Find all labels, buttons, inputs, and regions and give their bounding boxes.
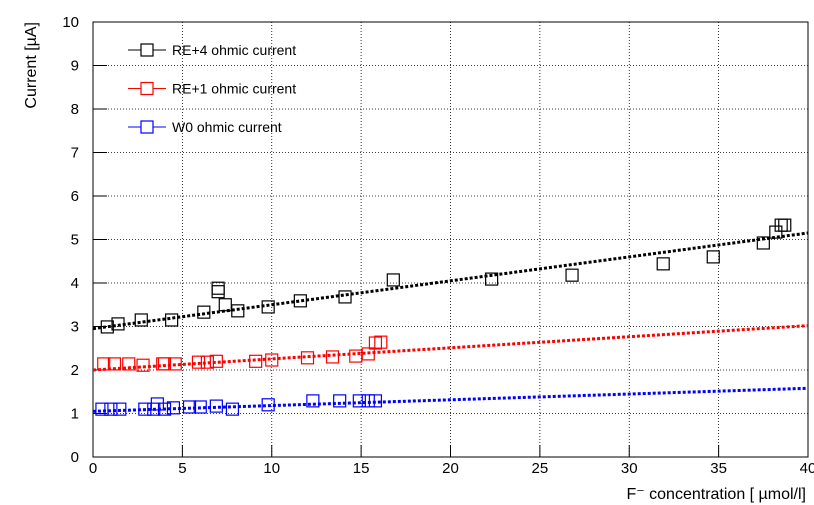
data-point — [368, 336, 383, 350]
data-point — [191, 355, 206, 369]
data-point — [166, 401, 181, 415]
data-point — [231, 304, 245, 318]
data-point — [485, 272, 499, 286]
data-point — [122, 357, 136, 371]
data-point — [325, 350, 340, 364]
data-point — [306, 394, 320, 408]
legend-marker — [140, 120, 154, 134]
data-point — [150, 397, 164, 411]
data-point — [778, 218, 792, 232]
data-point — [157, 402, 172, 416]
data-point — [209, 399, 223, 413]
data-point — [368, 394, 383, 408]
x-tick-label: 5 — [178, 460, 186, 477]
data-point — [756, 236, 770, 250]
data-point — [352, 394, 366, 408]
data-point — [147, 402, 161, 416]
data-point — [300, 351, 315, 365]
data-point — [565, 268, 579, 282]
x-tick-label: 35 — [710, 460, 727, 477]
data-point — [136, 358, 150, 372]
data-point — [168, 357, 182, 371]
data-point — [656, 257, 670, 271]
data-point — [261, 300, 275, 314]
fit-line — [92, 386, 809, 413]
y-tick-label: 2 — [71, 362, 79, 379]
plot-frame — [92, 21, 809, 458]
data-point — [265, 353, 279, 367]
data-point — [113, 402, 127, 416]
y-tick-label: 10 — [62, 14, 79, 31]
data-point — [95, 402, 109, 416]
legend-label: W0 ohmic current — [172, 119, 282, 135]
y-axis-label: Current [µA] — [23, 22, 40, 109]
data-point — [107, 357, 122, 371]
data-point — [293, 294, 307, 308]
x-tick-label: 25 — [532, 460, 549, 477]
x-tick-label: 40 — [800, 460, 814, 477]
data-point — [374, 335, 388, 349]
data-point — [193, 400, 207, 414]
x-tick-label: 0 — [89, 460, 97, 477]
data-point — [249, 354, 263, 368]
data-point — [200, 355, 214, 369]
y-tick-label: 9 — [71, 58, 79, 75]
x-tick-label: 10 — [263, 460, 280, 477]
data-point — [333, 394, 347, 408]
data-point — [97, 357, 111, 371]
y-tick-label: 0 — [71, 449, 79, 466]
data-point — [209, 354, 223, 368]
x-tick-label: 15 — [353, 460, 370, 477]
data-point — [769, 225, 783, 239]
legend-marker — [140, 81, 154, 96]
x-axis-label: F⁻ concentration [ µmol/l] — [626, 486, 806, 503]
y-tick-label: 1 — [71, 406, 79, 423]
data-point — [100, 320, 114, 334]
y-tick-label: 3 — [71, 319, 79, 336]
y-tick-label: 5 — [71, 232, 79, 249]
data-point — [104, 402, 118, 416]
y-tick-label: 8 — [71, 101, 79, 118]
x-tick-label: 20 — [442, 460, 459, 477]
data-point — [182, 400, 197, 414]
data-point — [197, 305, 211, 319]
legend-label: RE+1 ohmic current — [172, 81, 296, 97]
data-point — [111, 317, 125, 331]
data-point — [225, 402, 240, 416]
legend-label: RE+4 ohmic current — [172, 42, 296, 58]
data-point — [134, 313, 148, 327]
y-tick-label: 7 — [71, 145, 79, 162]
data-point — [261, 398, 275, 412]
data-point — [361, 347, 375, 361]
fit-line — [92, 324, 809, 372]
legend-marker — [140, 43, 154, 57]
data-point — [361, 394, 375, 408]
data-point — [157, 357, 172, 371]
data-point — [706, 250, 720, 264]
fit-line — [92, 231, 809, 331]
x-tick-label: 30 — [621, 460, 638, 477]
data-point — [386, 273, 400, 287]
data-point — [165, 313, 179, 327]
data-point — [338, 290, 352, 304]
y-tick-label: 4 — [71, 275, 79, 292]
y-tick-label: 6 — [71, 188, 79, 205]
data-point — [211, 285, 225, 299]
